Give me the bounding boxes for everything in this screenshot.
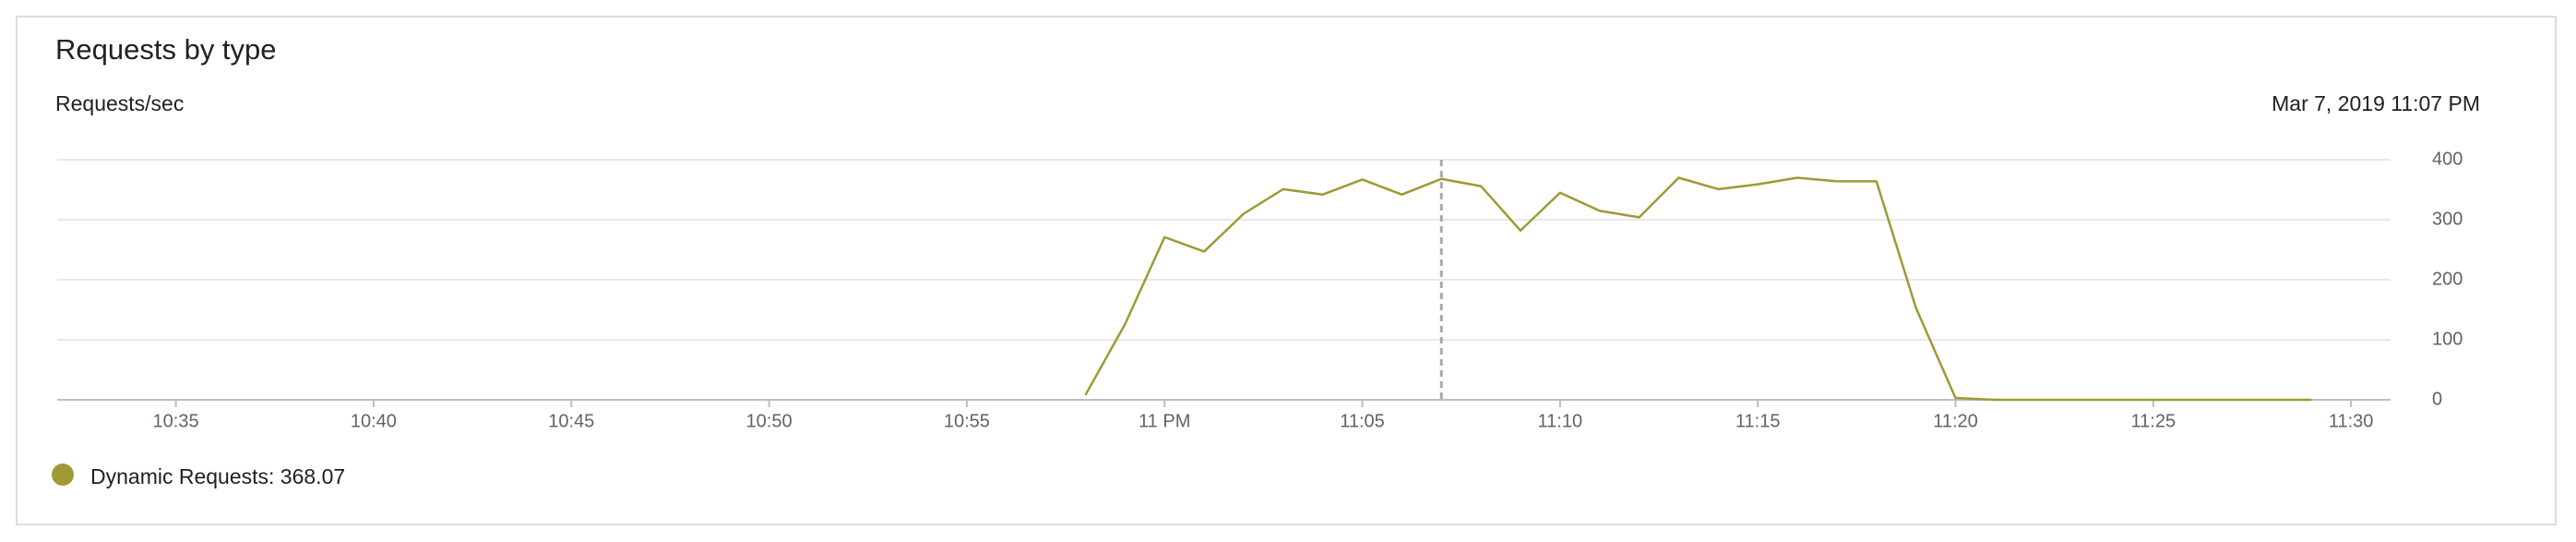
x-tick-label: 11:25	[2131, 411, 2176, 431]
legend-swatch	[52, 464, 74, 486]
x-tick-label: 10:45	[548, 411, 594, 431]
cursor-label: Mar 7, 2019 11:07 PM	[2272, 91, 2480, 115]
y-axis-label: Requests/sec	[55, 91, 184, 115]
x-tick-label: 11:05	[1340, 411, 1385, 431]
x-tick-label: 10:35	[153, 411, 199, 431]
y-tick-label: 0	[2432, 389, 2442, 409]
y-tick-label: 400	[2432, 149, 2463, 169]
x-tick-label: 10:40	[351, 411, 397, 431]
y-tick-label: 200	[2432, 269, 2463, 289]
x-tick-label: 11 PM	[1139, 411, 1190, 431]
x-tick-label: 11:15	[1735, 411, 1781, 431]
x-tick-label: 10:55	[944, 411, 990, 431]
legend-label: Dynamic Requests: 368.07	[90, 464, 345, 488]
card	[16, 16, 2557, 525]
x-tick-label: 10:50	[746, 411, 793, 431]
chart-title: Requests by type	[55, 33, 277, 66]
y-tick-label: 100	[2432, 329, 2463, 349]
x-tick-label: 11:20	[1933, 411, 1978, 431]
y-tick-label: 300	[2432, 209, 2463, 229]
data-line	[1084, 176, 2312, 402]
x-tick-label: 11:10	[1538, 411, 1583, 431]
x-tick-label: 11:30	[2329, 411, 2374, 431]
